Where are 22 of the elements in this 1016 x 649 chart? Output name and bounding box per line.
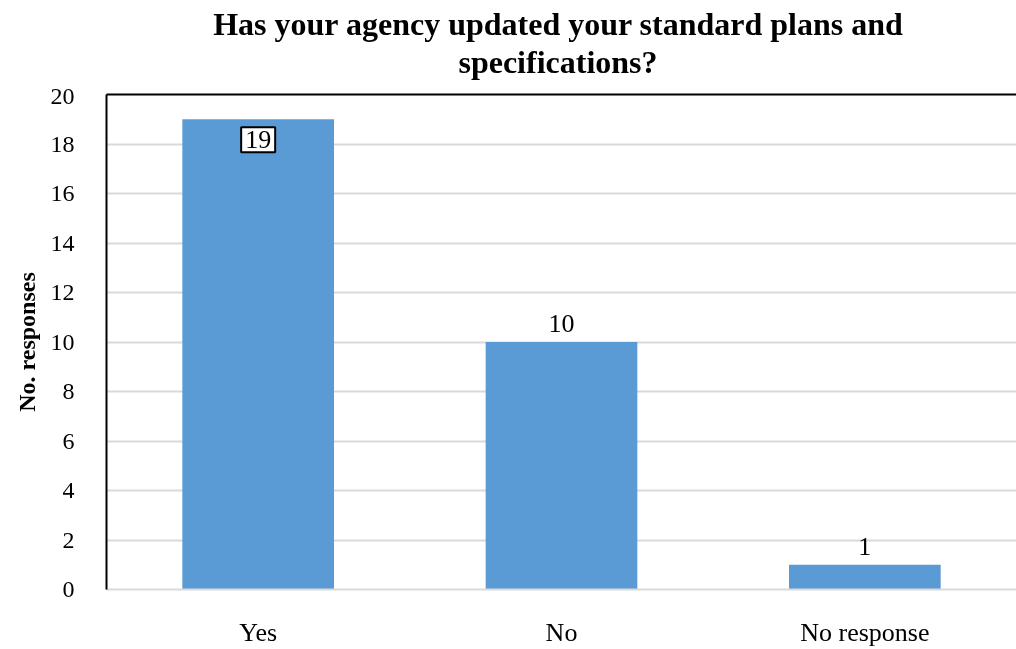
y-tick-label: 8 <box>62 378 75 404</box>
bar <box>182 119 334 590</box>
y-tick-label: 6 <box>62 427 75 454</box>
y-axis-title: No. responses <box>13 272 40 412</box>
x-tick-label: No <box>545 617 578 647</box>
y-tick-label: 14 <box>50 229 75 256</box>
bar <box>789 564 941 590</box>
y-tick-label: 10 <box>50 328 75 355</box>
y-tick-label: 12 <box>50 279 75 305</box>
y-tick-label: 20 <box>50 82 75 109</box>
data-label: 1 <box>858 531 872 561</box>
data-label: 19 <box>245 125 272 155</box>
bar <box>485 342 638 590</box>
y-tick-label: 4 <box>62 477 75 503</box>
y-tick-label: 16 <box>50 180 75 206</box>
x-tick-label: Yes <box>239 617 278 647</box>
data-label: 10 <box>548 309 575 338</box>
chart-title: Has your agency updated your standard plans and specifications? <box>212 5 904 82</box>
x-tick-label: No response <box>800 617 930 647</box>
y-tick-label: 2 <box>62 526 75 553</box>
y-tick-label: 18 <box>50 130 75 157</box>
y-tick-label: 0 <box>62 576 75 602</box>
